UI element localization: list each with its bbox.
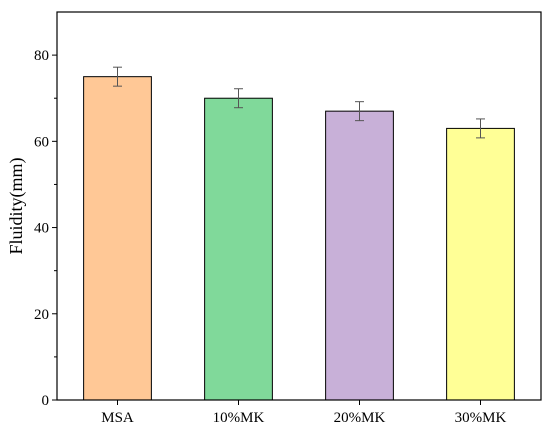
plot-frame: [56, 11, 542, 401]
y-tick-label: 80: [34, 48, 49, 64]
y-tick-label: 40: [34, 221, 49, 237]
error-bars-group: [113, 66, 485, 139]
error-bar-10pctmk: [234, 88, 243, 109]
y-tick-label: 20: [34, 307, 49, 323]
error-bar-30pctmk: [476, 118, 485, 139]
y-axis-title: Fluidity(mm): [6, 157, 27, 254]
y-tick-label: 60: [34, 134, 49, 150]
x-tick-label: MSA: [101, 410, 134, 426]
y-axis-ticks: 0 20 40 60 80: [34, 48, 57, 409]
bar-10pctmk: [204, 97, 273, 401]
bars-group: [83, 76, 515, 401]
error-bar-msa: [113, 66, 122, 87]
bar-20pctmk: [325, 110, 394, 401]
bar-30pctmk: [446, 127, 515, 401]
x-axis-ticks: MSA 10%MK 20%MK 30%MK: [101, 400, 506, 426]
bar-msa: [83, 76, 152, 401]
y-tick-label: 0: [42, 393, 50, 409]
x-tick-label: 30%MK: [455, 410, 507, 426]
x-tick-label: 10%MK: [213, 410, 265, 426]
x-tick-label: 20%MK: [334, 410, 386, 426]
error-bar-20pctmk: [355, 101, 364, 122]
